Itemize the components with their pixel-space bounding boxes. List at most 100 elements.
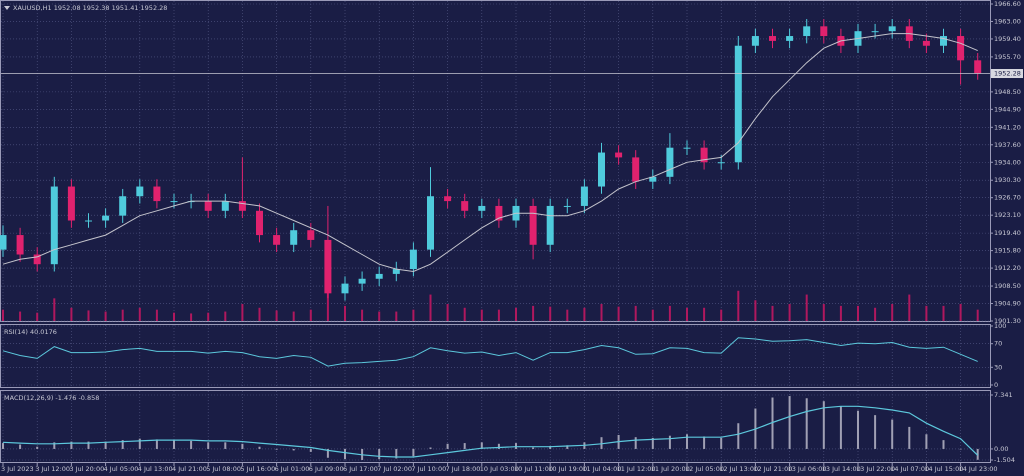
x-tick-label: 7 Jul 18:00 [446,465,481,473]
candle-body [683,147,691,149]
candle-body [649,176,657,182]
candle-body [580,186,588,206]
volume-bar [36,312,39,321]
candle-body [221,201,229,211]
macd-bar [805,398,808,449]
last-price-label: 1952.28 [994,70,1021,78]
candle-body [256,210,263,236]
volume-bar [532,305,535,321]
last-price-box [991,69,1023,79]
macd-bar [549,446,552,449]
y-tick-label: 1941.20 [994,123,1021,131]
candle-body [751,36,759,46]
x-tick-label: 12 Jul 05:00 [685,465,724,473]
macd-bar [241,443,244,449]
candle-body [922,40,930,46]
volume-bar [19,311,22,321]
y-tick-label: 1934.00 [994,158,1021,166]
candle-body [170,201,178,203]
candle-body [700,147,708,163]
candle-body [33,254,41,265]
y-tick-label: 1937.60 [994,141,1021,149]
macd-bar [515,443,517,449]
x-tick-label: 10 Jul 03:00 [480,465,519,473]
candle-body [0,235,7,250]
x-tick-label: 10 Jul 19:00 [548,465,587,473]
volume-bar [754,300,757,321]
y-tick-label: -1.504 [994,456,1015,464]
macd-bar [138,438,141,449]
candle-body [871,31,879,33]
volume-bar [720,309,723,321]
volume-bar [668,305,671,321]
macd-bar [446,443,449,449]
volume-bar [497,309,500,321]
macd-bar [70,441,73,449]
volume-bar [309,309,312,321]
candle-body [204,201,212,211]
y-tick-label: 1915.80 [994,247,1021,255]
macd-bar [19,444,22,449]
macd-bar [378,448,381,460]
volume-bar [891,304,894,321]
macd-bar [634,437,637,449]
y-tick-label: 70 [994,340,1002,348]
volume-bar [446,304,449,321]
macd-bar [703,436,706,449]
volume-bar [583,307,586,321]
x-tick-label: 12 Jul 21:00 [753,465,792,473]
x-tick-label: 13 Jul 06:00 [788,465,827,473]
volume-bar [925,305,928,321]
panel-frame [0,0,991,322]
candle-body [119,196,127,216]
y-tick-label: 1966.60 [994,0,1021,8]
macd-bar [155,439,158,449]
macd-bar [668,435,671,449]
macd-bar [412,448,415,457]
volume-bar [70,307,73,321]
macd-bar [839,406,842,449]
macd-bar [771,397,774,449]
macd-bar [309,448,312,452]
macd-bar [891,419,894,449]
candle-body [392,269,400,274]
x-tick-label: 14 Jul 07:00 [890,465,929,473]
volume-bar [634,305,637,321]
volume-bar [771,305,774,321]
macd-bar [190,440,193,449]
candle-body [136,186,144,197]
candle-body [358,278,366,284]
volume-bar [515,307,517,321]
x-tick-label: 11 Jul 04:00 [582,465,621,473]
x-tick-label: 7 Jul 02:00 [377,465,412,473]
y-tick-label: 1904.90 [994,300,1021,308]
volume-bar [138,307,141,321]
candle-body [461,201,469,211]
x-tick-label: 11 Jul 20:00 [651,465,690,473]
macd-bar [292,448,295,451]
candle-body [444,196,452,202]
volume-bar [104,311,107,321]
macd-bar [942,440,945,449]
volume-bar [2,309,4,321]
candle-body [102,215,110,221]
signal-line [2,405,979,458]
macd-bar [395,448,398,459]
candle-body [238,201,246,211]
candle-body [495,205,503,221]
y-tick-label: 7.341 [994,391,1013,399]
macd-bar [258,446,261,449]
candle-body [598,152,605,187]
candle-body [940,36,947,46]
macd-bar [429,447,432,449]
y-tick-label: 1923.10 [994,211,1021,219]
x-tick-label: 4 Jul 05:00 [104,465,139,473]
volume-bar [976,309,979,321]
macd-bar [737,423,740,449]
volume-bar [549,306,552,321]
volume-bar [207,312,210,321]
volume-bar [874,307,877,321]
